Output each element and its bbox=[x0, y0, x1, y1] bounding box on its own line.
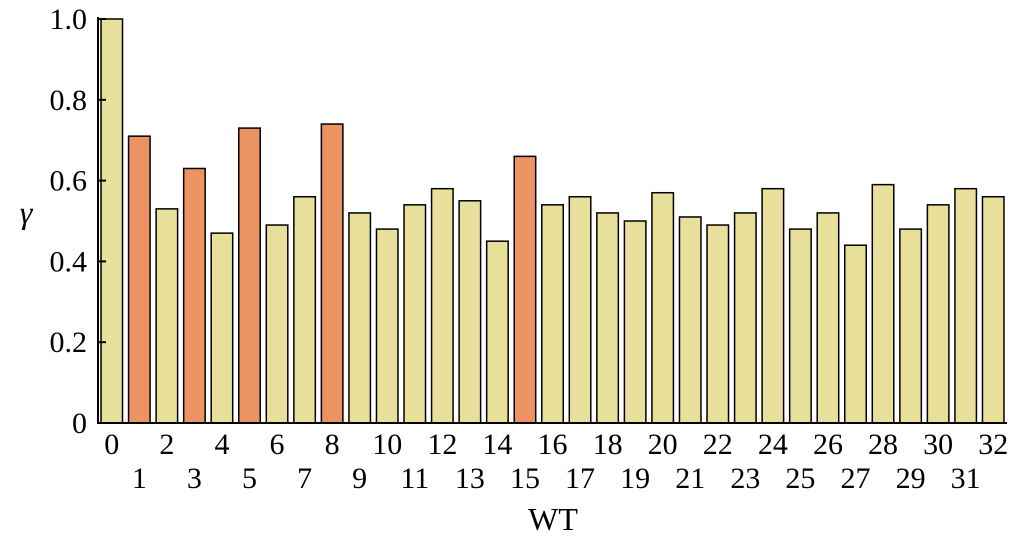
x-tick-label: 18 bbox=[593, 428, 623, 461]
x-tick-label: 23 bbox=[730, 462, 760, 495]
y-tick-label: 0.8 bbox=[50, 84, 88, 117]
y-tick-label: 0.2 bbox=[50, 326, 88, 359]
x-tick-label: 2 bbox=[159, 428, 174, 461]
bar-wt-27 bbox=[844, 244, 868, 424]
x-tick-label: 15 bbox=[510, 462, 540, 495]
bar-wt-1 bbox=[127, 135, 151, 424]
x-tick-label: 32 bbox=[978, 428, 1008, 461]
x-tick-label: 16 bbox=[538, 428, 568, 461]
x-tick-label: 25 bbox=[785, 462, 815, 495]
x-tick-label: 31 bbox=[951, 462, 981, 495]
x-tick-label: 29 bbox=[896, 462, 926, 495]
bar-wt-2 bbox=[155, 208, 179, 424]
x-tick-label: 22 bbox=[703, 428, 733, 461]
x-tick-label: 20 bbox=[648, 428, 678, 461]
x-tick-label: 4 bbox=[214, 428, 229, 461]
bar-wt-17 bbox=[568, 196, 592, 424]
x-tick-label: 12 bbox=[427, 428, 457, 461]
bar-wt-22 bbox=[706, 224, 730, 424]
bar-wt-8 bbox=[320, 123, 344, 424]
x-tick-label: 14 bbox=[482, 428, 512, 461]
bar-wt-20 bbox=[651, 191, 675, 424]
bar-wt-23 bbox=[733, 212, 757, 424]
axes-frame bbox=[97, 17, 1007, 424]
bar-wt-12 bbox=[430, 187, 454, 424]
bar-wt-26 bbox=[816, 212, 840, 424]
x-axis-ticks: 0123456789101112131415161718192021222324… bbox=[104, 428, 1008, 495]
bar-wt-32 bbox=[981, 196, 1005, 424]
bar-wt-3 bbox=[182, 167, 206, 424]
x-tick-label: 6 bbox=[270, 428, 285, 461]
bar-wt-13 bbox=[458, 200, 482, 424]
x-tick-label: 28 bbox=[868, 428, 898, 461]
x-tick-label: 1 bbox=[132, 462, 147, 495]
y-axis-title: γ bbox=[20, 194, 34, 230]
y-axis-ticks: 0 0.2 0.4 0.6 0.8 1.0 bbox=[50, 3, 106, 440]
y-tick-label: 0.6 bbox=[50, 165, 88, 198]
x-tick-label: 21 bbox=[675, 462, 705, 495]
bar-wt-10 bbox=[375, 228, 399, 424]
bar-wt-24 bbox=[761, 187, 785, 424]
bar-wt-28 bbox=[871, 183, 895, 424]
bar-wt-0 bbox=[100, 18, 124, 424]
bar-wt-15 bbox=[513, 155, 537, 424]
x-axis-title: WT bbox=[528, 501, 578, 537]
bar-wt-11 bbox=[403, 204, 427, 424]
x-tick-label: 17 bbox=[565, 462, 595, 495]
bar-wt-5 bbox=[238, 127, 261, 424]
x-tick-label: 3 bbox=[187, 462, 202, 495]
bar-wt-16 bbox=[541, 204, 565, 424]
x-tick-label: 30 bbox=[923, 428, 953, 461]
x-tick-label: 13 bbox=[455, 462, 485, 495]
bar-wt-7 bbox=[293, 196, 317, 424]
x-tick-label: 8 bbox=[325, 428, 340, 461]
x-tick-label: 5 bbox=[242, 462, 257, 495]
y-tick-label: 0 bbox=[72, 407, 87, 440]
y-tick-label: 0.4 bbox=[50, 245, 88, 278]
bar-wt-18 bbox=[596, 212, 620, 424]
x-tick-label: 24 bbox=[758, 428, 788, 461]
bar-wt-21 bbox=[678, 216, 702, 424]
x-tick-label: 11 bbox=[400, 462, 429, 495]
bar-wt-29 bbox=[899, 228, 923, 424]
bar-wt-4 bbox=[210, 232, 234, 424]
bar-wt-30 bbox=[926, 204, 950, 424]
x-tick-label: 27 bbox=[841, 462, 871, 495]
bars-group bbox=[100, 18, 1005, 424]
y-tick-label: 1.0 bbox=[50, 3, 88, 36]
bar-wt-14 bbox=[485, 240, 509, 424]
x-tick-label: 26 bbox=[813, 428, 843, 461]
x-tick-label: 19 bbox=[620, 462, 650, 495]
bar-wt-31 bbox=[954, 187, 978, 424]
x-tick-label: 9 bbox=[352, 462, 367, 495]
bar-wt-6 bbox=[265, 224, 289, 424]
bar-wt-19 bbox=[623, 220, 647, 424]
x-tick-label: 10 bbox=[372, 428, 402, 461]
x-tick-label: 7 bbox=[297, 462, 312, 495]
bar-wt-9 bbox=[348, 212, 372, 424]
x-tick-label: 0 bbox=[104, 428, 119, 461]
bar-wt-25 bbox=[788, 228, 812, 424]
